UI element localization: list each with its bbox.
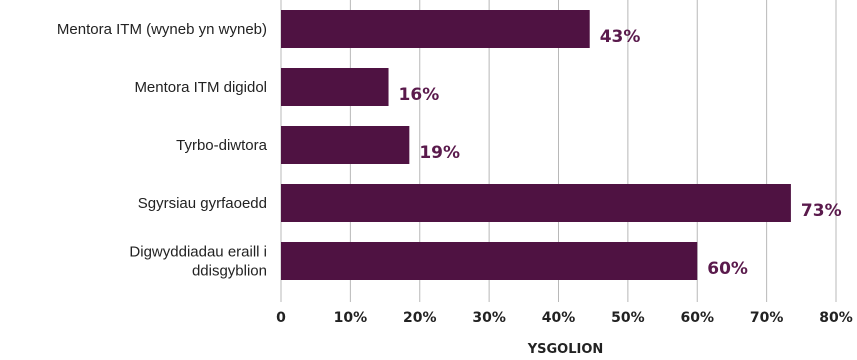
x-tick-label: 10% — [334, 310, 368, 326]
x-tick-labels: 0 10% 20% 30% 40% 50% 60% 70% 80% — [276, 310, 853, 326]
gridlines — [280, 0, 837, 302]
x-axis-title: YSGOLION — [527, 342, 604, 357]
category-labels: Mentora ITM (wyneb yn wyneb) Mentora ITM … — [57, 21, 268, 280]
category-label: Mentora ITM (wyneb yn wyneb) — [57, 21, 267, 38]
x-tick-label: 80% — [819, 310, 853, 326]
bar — [281, 126, 410, 164]
bar-value-label: 19% — [419, 143, 460, 163]
category-label: Digwyddiadau eraill i ddisgyblion — [129, 244, 267, 280]
category-label: Mentora ITM digidol — [134, 79, 267, 96]
x-tick-label: 50% — [611, 310, 645, 326]
x-tick-label: 60% — [680, 310, 714, 326]
bar-value-label: 73% — [801, 201, 842, 221]
bar-value-label: 43% — [600, 27, 641, 47]
bar — [281, 68, 389, 106]
bar-value-label: 16% — [399, 85, 440, 105]
x-tick-label: 30% — [472, 310, 506, 326]
x-tick-label: 70% — [750, 310, 784, 326]
x-tick-label: 20% — [403, 310, 437, 326]
bar — [281, 184, 791, 222]
category-label: Tyrbo-diwtora — [176, 137, 268, 154]
category-label: Sgyrsiau gyrfaoedd — [138, 195, 267, 212]
bar — [281, 10, 590, 48]
x-tick-label: 40% — [542, 310, 576, 326]
value-labels: 43% 16% 19% 73% 60% — [399, 27, 842, 279]
bars — [281, 10, 791, 280]
bar — [281, 242, 698, 280]
x-tick-label: 0 — [276, 310, 286, 326]
bar-value-label: 60% — [707, 259, 748, 279]
